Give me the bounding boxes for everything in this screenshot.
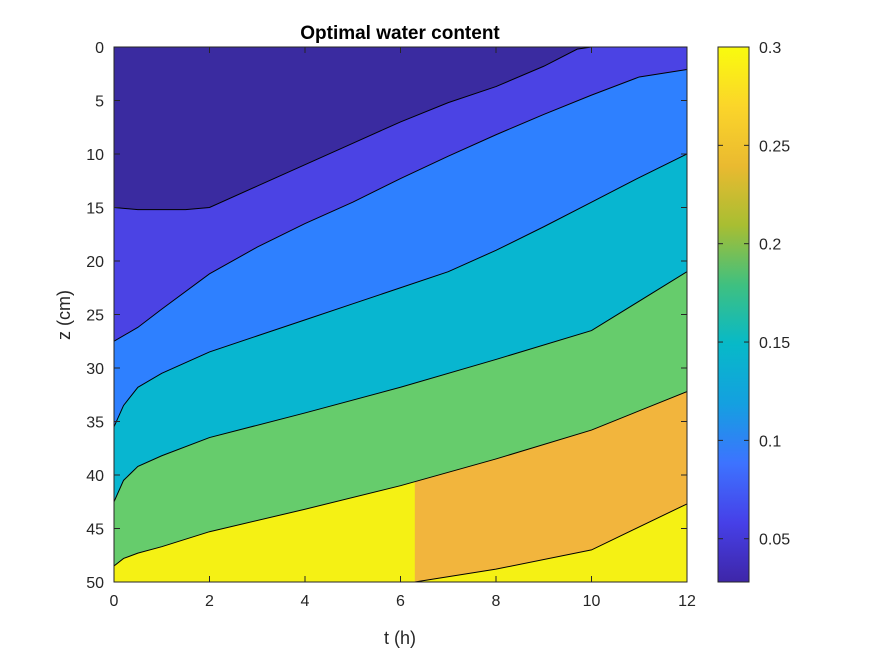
x-tick-label: 0 xyxy=(110,593,119,610)
y-tick-label: 40 xyxy=(86,468,104,485)
x-tick-label: 6 xyxy=(396,593,405,610)
colorbar-ticks: 0.05 0.1 0.15 0.2 0.25 0.3 xyxy=(718,40,790,549)
contour-line-0.3 xyxy=(414,503,687,582)
contour-line-0.1 xyxy=(114,68,687,342)
x-tick-label: 4 xyxy=(301,593,310,610)
x-tick-label: 2 xyxy=(205,593,214,610)
y-tick-label: 30 xyxy=(86,361,104,378)
contour-line-0.05 xyxy=(114,47,687,211)
y-tick-label: 10 xyxy=(86,147,104,164)
chart-title: Optimal water content xyxy=(300,23,500,44)
y-axis: 0 5 10 15 20 25 30 35 40 45 50 xyxy=(86,40,687,592)
y-tick-label: 25 xyxy=(86,308,104,325)
colorbar-tick-label: 0.05 xyxy=(759,532,790,549)
colorbar-tick-label: 0.2 xyxy=(759,237,781,254)
y-tick-label: 50 xyxy=(86,575,104,592)
y-tick-label: 5 xyxy=(95,94,104,111)
contour-line-0.25 xyxy=(114,391,687,567)
contour-region-min xyxy=(114,47,687,210)
y-tick-label: 0 xyxy=(95,40,104,57)
y-tick-label: 15 xyxy=(86,201,104,218)
y-axis-label: z (cm) xyxy=(54,290,74,340)
colorbar-tick-label: 0.1 xyxy=(759,433,781,450)
x-axis-label: t (h) xyxy=(384,628,416,648)
contour-line-0.2 xyxy=(114,271,687,502)
x-tick-label: 10 xyxy=(583,593,601,610)
x-axis: 0 2 4 6 8 10 12 xyxy=(110,47,696,610)
colorbar-tick-label: 0.25 xyxy=(759,138,790,155)
x-tick-label: 8 xyxy=(492,593,501,610)
colorbar-tick-label: 0.15 xyxy=(759,335,790,352)
y-tick-label: 45 xyxy=(86,522,104,539)
contour-line-0.15 xyxy=(114,153,687,428)
colorbar xyxy=(717,46,750,583)
colorbar-tick-label: 0.3 xyxy=(759,40,781,57)
plot-area xyxy=(114,47,687,582)
y-tick-label: 20 xyxy=(86,254,104,271)
x-tick-label: 12 xyxy=(678,593,696,610)
y-tick-label: 35 xyxy=(86,415,104,432)
